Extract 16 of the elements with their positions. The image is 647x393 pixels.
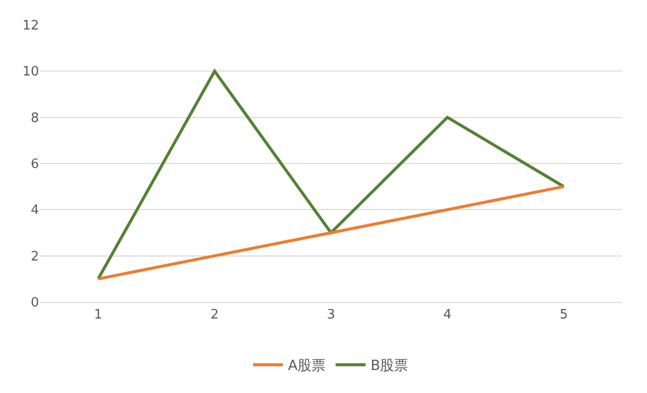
x-tick-label: 3 [326,308,336,323]
line-series [96,185,566,280]
y-tick-label: 0 [30,296,39,311]
x-tick-label: 4 [443,308,452,323]
x-tick-label: 2 [210,308,219,323]
legend-label: A股票 [288,358,326,374]
line-series [96,70,566,280]
x-tick-label: 1 [94,308,102,323]
y-tick-label: 10 [22,64,39,80]
legend-label: B股票 [370,358,408,374]
x-tick-label: 5 [560,308,568,323]
y-tick-label: 2 [30,249,39,264]
y-tick-label: 6 [30,157,39,172]
y-tick-label: 8 [30,110,39,126]
y-tick-label: 12 [22,18,39,34]
y-tick-label: 4 [30,203,39,218]
